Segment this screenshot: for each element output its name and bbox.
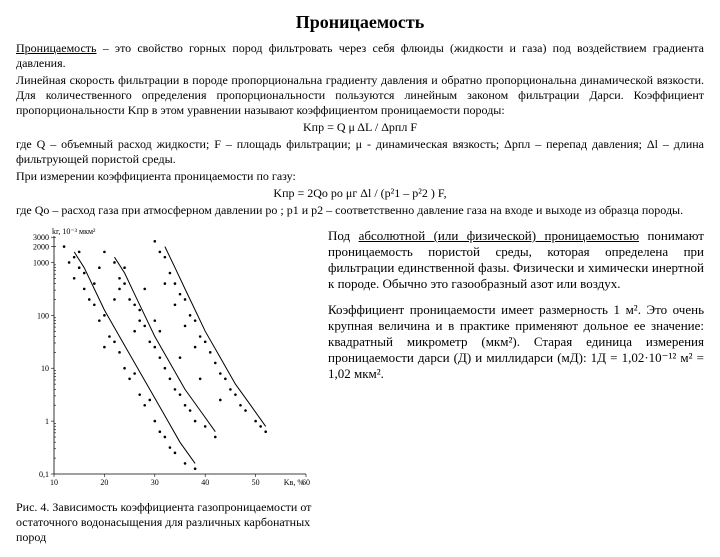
svg-text:30: 30 — [151, 478, 159, 487]
equation-1: Kпр = Q μ ΔL / Δpпл F — [16, 120, 704, 135]
svg-text:3000: 3000 — [33, 233, 49, 242]
intro-rest: – это свойство горных пород фильтровать … — [16, 41, 704, 70]
svg-text:1: 1 — [45, 417, 49, 426]
side-underline: абсолютной (или физической) проницаемост… — [359, 228, 639, 243]
svg-text:20: 20 — [100, 478, 108, 487]
svg-text:10: 10 — [41, 364, 49, 373]
svg-text:10: 10 — [50, 478, 58, 487]
svg-text:1000: 1000 — [33, 258, 49, 267]
paragraph-3: При измерении коэффициента проницаемости… — [16, 169, 704, 184]
equation-2: Kпр = 2Qо pо μг Δl / (p²1 – p²2 ) F, — [16, 186, 704, 201]
svg-text:0,1: 0,1 — [39, 470, 49, 479]
side-paragraph-1: Под абсолютной (или физической) проницае… — [328, 228, 704, 292]
svg-text:2000: 2000 — [33, 243, 49, 252]
svg-text:100: 100 — [37, 311, 49, 320]
page-title: Проницаемость — [16, 12, 704, 33]
svg-text:50: 50 — [252, 478, 260, 487]
svg-text:kг, 10⁻³ мкм²: kг, 10⁻³ мкм² — [52, 227, 96, 236]
intro-paragraph: Проницаемость – это свойство горных поро… — [16, 41, 704, 71]
paragraph-1: Линейная скорость фильтрации в породе пр… — [16, 73, 704, 118]
side-paragraph-2: Коэффициент проницаемости имеет размерно… — [328, 302, 704, 382]
figure-caption: Рис. 4. Зависимость коэффициента газопро… — [16, 500, 316, 545]
intro-lead: Проницаемость — [16, 41, 97, 55]
permeability-chart: 0,1110100100020003000102030405060kг, 10⁻… — [16, 224, 316, 494]
paragraph-4: где Qо – расход газа при атмосферном дав… — [16, 203, 704, 218]
svg-text:40: 40 — [201, 478, 209, 487]
paragraph-2: где Q – объемный расход жидкости; F – пл… — [16, 137, 704, 167]
svg-text:Kв, %: Kв, % — [284, 478, 305, 487]
